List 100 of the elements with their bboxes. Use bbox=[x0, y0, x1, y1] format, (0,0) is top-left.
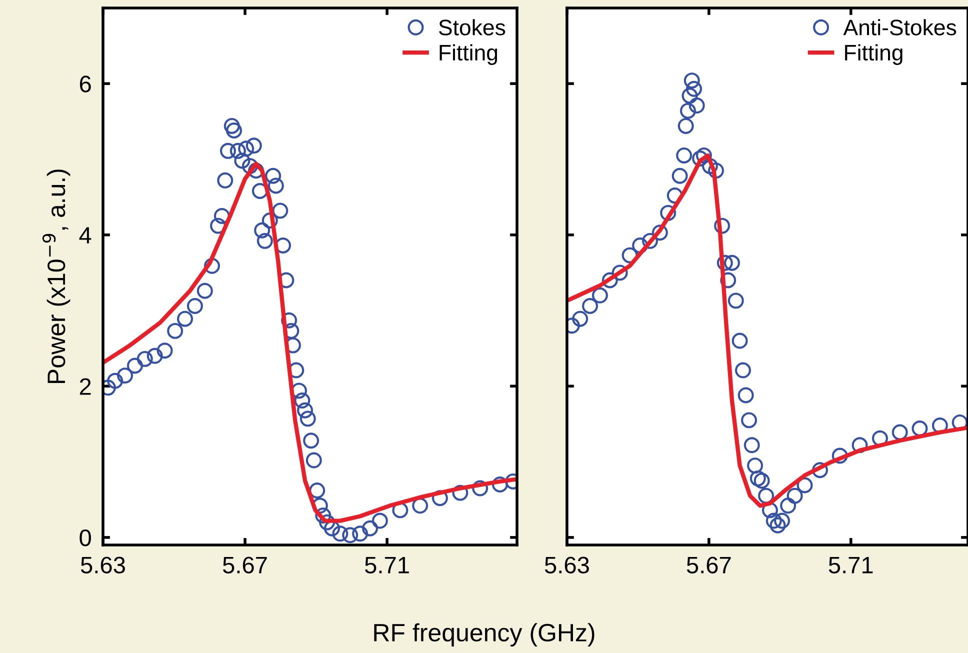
point bbox=[602, 272, 618, 288]
point bbox=[672, 168, 688, 184]
x-tick-label: 5.63 bbox=[80, 556, 125, 574]
point bbox=[702, 158, 718, 174]
point bbox=[303, 432, 320, 449]
point bbox=[254, 222, 270, 238]
point bbox=[362, 520, 378, 536]
point bbox=[204, 258, 220, 274]
point bbox=[796, 477, 813, 494]
point bbox=[238, 140, 254, 157]
point bbox=[332, 526, 348, 542]
point bbox=[224, 118, 240, 134]
point bbox=[766, 512, 782, 529]
point bbox=[156, 342, 173, 359]
point bbox=[342, 527, 358, 544]
point bbox=[912, 420, 928, 436]
point bbox=[738, 387, 754, 404]
x-tick-label: 5.71 bbox=[365, 556, 409, 574]
point bbox=[680, 102, 696, 119]
point bbox=[632, 237, 648, 254]
point bbox=[652, 224, 668, 241]
point bbox=[696, 147, 712, 164]
point bbox=[774, 512, 790, 529]
point bbox=[268, 178, 284, 194]
point bbox=[242, 158, 258, 174]
point bbox=[186, 298, 203, 314]
point bbox=[220, 142, 236, 159]
y-tick-label: 0 bbox=[80, 530, 91, 546]
point bbox=[770, 517, 786, 534]
point bbox=[309, 482, 326, 499]
legend-label: Fitting bbox=[440, 44, 498, 65]
point bbox=[744, 437, 760, 454]
point bbox=[682, 88, 698, 104]
point bbox=[724, 254, 740, 271]
point bbox=[248, 162, 264, 179]
point bbox=[217, 172, 234, 188]
point bbox=[716, 254, 733, 271]
x-tick-label: 5.71 bbox=[828, 556, 873, 574]
point bbox=[714, 218, 730, 234]
point bbox=[281, 312, 298, 328]
point bbox=[472, 480, 488, 496]
point bbox=[572, 310, 588, 327]
point bbox=[256, 232, 273, 249]
point bbox=[272, 202, 288, 219]
y-tick-label: 2 bbox=[80, 378, 91, 395]
point bbox=[660, 204, 676, 221]
point bbox=[291, 382, 307, 399]
point bbox=[780, 498, 796, 514]
point bbox=[196, 282, 213, 299]
x-tick-label: 5.67 bbox=[222, 556, 267, 574]
point bbox=[676, 147, 692, 164]
point bbox=[786, 488, 803, 504]
x-tick-label: 5.67 bbox=[686, 556, 731, 574]
point bbox=[762, 502, 778, 518]
point bbox=[492, 476, 508, 492]
y-tick-label: 6 bbox=[80, 76, 91, 92]
point bbox=[735, 362, 751, 378]
point bbox=[136, 350, 153, 367]
point bbox=[306, 452, 322, 468]
x-tick-label: 5.63 bbox=[544, 556, 589, 574]
point bbox=[708, 162, 724, 179]
point bbox=[747, 458, 764, 474]
y-tick-label: 4 bbox=[79, 227, 92, 244]
point bbox=[275, 237, 292, 254]
point bbox=[319, 514, 336, 530]
point bbox=[300, 410, 316, 427]
point bbox=[728, 292, 744, 309]
point bbox=[117, 368, 133, 384]
x-axis-title: RF frequency (GHz) bbox=[374, 623, 594, 646]
point bbox=[432, 490, 448, 506]
legend-label: Fitting bbox=[845, 44, 902, 65]
point bbox=[146, 348, 163, 364]
point bbox=[832, 448, 848, 464]
point bbox=[352, 526, 368, 542]
point bbox=[852, 437, 868, 454]
point bbox=[262, 212, 278, 228]
point bbox=[692, 150, 708, 166]
point bbox=[892, 424, 908, 440]
point bbox=[582, 298, 598, 314]
point bbox=[412, 498, 428, 514]
point bbox=[214, 208, 230, 224]
point bbox=[688, 98, 705, 114]
point bbox=[741, 412, 758, 428]
point bbox=[612, 264, 628, 281]
point bbox=[252, 183, 268, 199]
legend-label: Stokes bbox=[438, 19, 506, 36]
y-axis-title: Power (x10$^{−9}$, a.u.) bbox=[42, 170, 70, 384]
point bbox=[732, 332, 748, 349]
point bbox=[167, 322, 184, 339]
point bbox=[720, 272, 736, 288]
point bbox=[642, 232, 658, 249]
point bbox=[177, 310, 194, 327]
point bbox=[234, 152, 250, 169]
point bbox=[315, 508, 332, 524]
point bbox=[294, 392, 310, 409]
point bbox=[758, 488, 774, 504]
point bbox=[754, 472, 770, 489]
point bbox=[226, 122, 242, 138]
point bbox=[265, 168, 282, 184]
point bbox=[750, 470, 766, 486]
